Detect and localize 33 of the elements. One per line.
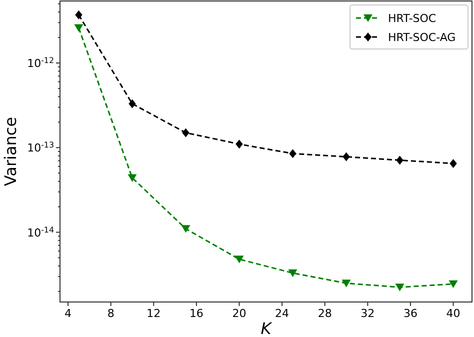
point: [396, 156, 404, 165]
x-tick-label: 4: [64, 307, 72, 320]
x-tick-label: 8: [107, 307, 114, 320]
legend-label: HRT-SOC-AG: [388, 31, 456, 44]
x-tick-label: 24: [275, 307, 290, 320]
x-tick-label: 36: [403, 307, 418, 320]
x-tick-label: 40: [446, 307, 460, 320]
x-tick-label: 28: [318, 307, 332, 320]
point: [395, 284, 404, 292]
y-tick-label: 10$^{-13}$: [27, 140, 54, 155]
point: [236, 140, 243, 149]
y-axis-title: Variance: [1, 116, 20, 186]
point: [74, 24, 84, 32]
legend-label: HRT-SOC: [388, 12, 436, 25]
point: [181, 225, 190, 233]
point: [234, 256, 244, 264]
point: [128, 99, 136, 108]
point: [289, 149, 296, 158]
point: [288, 269, 298, 278]
point: [450, 158, 457, 168]
point: [342, 152, 350, 162]
y-tick-label: 10$^{-14}$: [27, 224, 54, 240]
x-tick-label: 12: [146, 307, 161, 320]
point: [448, 280, 458, 288]
point: [182, 128, 190, 138]
y-tick-label: 10$^{-12}$: [27, 55, 54, 70]
x-tick-label: 32: [360, 307, 375, 320]
x-tick-label: 20: [232, 307, 246, 320]
point: [128, 174, 137, 182]
x-tick-label: 16: [189, 307, 204, 320]
x-axis-title: K: [260, 319, 273, 337]
point: [342, 280, 351, 288]
point: [75, 10, 82, 20]
